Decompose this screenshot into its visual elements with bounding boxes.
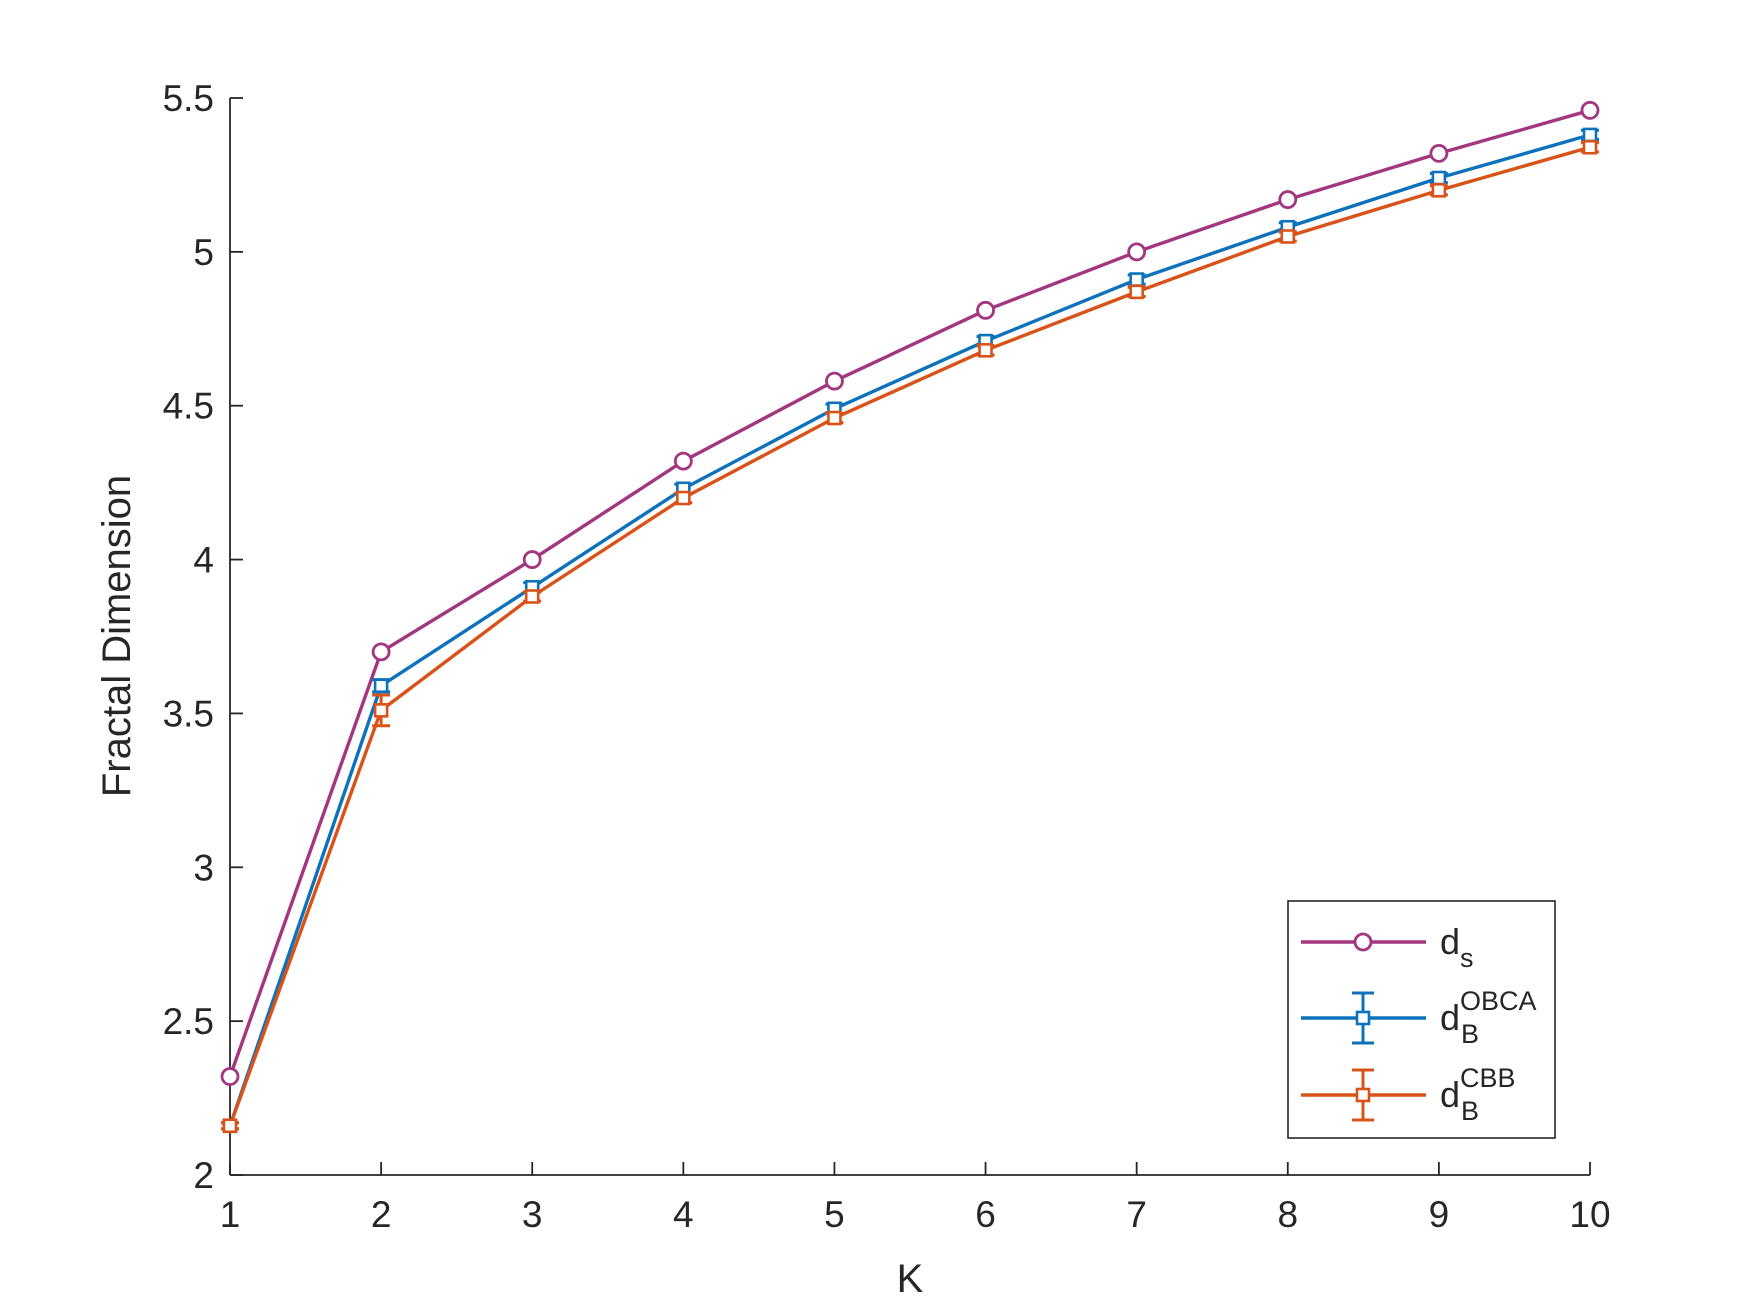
series-3	[221, 139, 1599, 1134]
x-tick-label: 1	[220, 1194, 241, 1235]
series-line	[228, 133, 1591, 1127]
x-tick-label: 9	[1429, 1194, 1450, 1235]
y-tick-label: 2.5	[163, 1001, 214, 1042]
x-ticks: 1 2 3 4 5 6 7 8 9 10	[220, 1162, 1611, 1235]
legend-label-subscript: s	[1460, 943, 1474, 973]
x-tick-label: 2	[371, 1194, 392, 1235]
data-point	[1431, 170, 1447, 186]
data-point	[827, 410, 842, 426]
legend-marker	[1355, 1010, 1371, 1026]
data-point	[1580, 100, 1600, 120]
y-axis-title: Fractal Dimension	[95, 475, 139, 797]
data-point	[676, 490, 691, 506]
legend-label-subscript: B	[1461, 1019, 1479, 1049]
y-tick-label: 4	[193, 540, 214, 581]
x-tick-label: 3	[522, 1194, 543, 1235]
data-point	[1127, 242, 1147, 262]
data-point	[371, 642, 391, 662]
data-point	[1431, 183, 1447, 198]
x-axis-title: K	[897, 1257, 924, 1301]
axes	[229, 98, 1590, 1176]
x-tick-label: 4	[673, 1194, 694, 1235]
data-point	[1582, 139, 1598, 155]
x-tick-label: 5	[824, 1194, 845, 1235]
data-point	[220, 1067, 240, 1086]
legend-marker	[1355, 1087, 1371, 1103]
legend-label-superscript: OBCA	[1460, 986, 1537, 1016]
data-point	[673, 451, 693, 471]
y-tick-label: 5	[193, 232, 214, 273]
y-tick-label: 4.5	[163, 386, 214, 427]
x-tick-label: 7	[1126, 1194, 1147, 1235]
x-tick-label: 10	[1569, 1194, 1610, 1235]
x-tick-label: 6	[975, 1194, 996, 1235]
series-line	[228, 145, 1591, 1127]
data-point	[1278, 190, 1298, 209]
y-ticks: 2 2.5 3 3.5 4 4.5 5 5.5	[163, 78, 243, 1196]
y-tick-label: 2	[193, 1155, 214, 1196]
series-1	[220, 100, 1600, 1086]
data-point	[976, 300, 995, 320]
data-point	[1129, 284, 1144, 300]
data-point	[373, 703, 389, 718]
y-tick-label: 3	[193, 847, 214, 888]
y-tick-label: 3.5	[163, 693, 214, 734]
data-point	[522, 550, 542, 569]
data-point	[825, 371, 844, 391]
y-tick-label: 5.5	[163, 78, 214, 119]
legend-marker	[1353, 932, 1373, 952]
data-point	[222, 1118, 238, 1134]
data-point	[373, 678, 389, 694]
data-point	[524, 589, 540, 604]
series-line	[228, 108, 1591, 1078]
plot-series	[220, 100, 1600, 1134]
x-tick-label: 8	[1277, 1194, 1298, 1235]
data-point	[1582, 127, 1598, 143]
data-point	[978, 343, 993, 358]
data-point	[1280, 229, 1296, 244]
legend-label-superscript: CBB	[1460, 1063, 1516, 1093]
data-point	[1129, 272, 1144, 287]
legend-label-subscript: B	[1461, 1096, 1479, 1126]
data-point	[1429, 143, 1449, 163]
